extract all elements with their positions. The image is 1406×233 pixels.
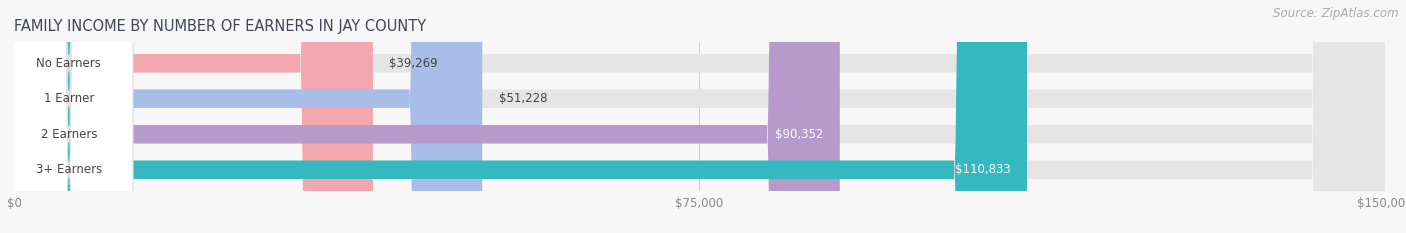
Text: No Earners: No Earners xyxy=(37,57,101,70)
Text: $110,833: $110,833 xyxy=(955,163,1011,176)
FancyBboxPatch shape xyxy=(14,0,1026,233)
Text: Source: ZipAtlas.com: Source: ZipAtlas.com xyxy=(1274,7,1399,20)
Text: 3+ Earners: 3+ Earners xyxy=(35,163,103,176)
FancyBboxPatch shape xyxy=(14,0,1385,233)
FancyBboxPatch shape xyxy=(14,0,1385,233)
FancyBboxPatch shape xyxy=(4,0,134,233)
FancyBboxPatch shape xyxy=(4,0,134,233)
Text: $51,228: $51,228 xyxy=(499,92,547,105)
Text: $39,269: $39,269 xyxy=(389,57,439,70)
Text: 1 Earner: 1 Earner xyxy=(44,92,94,105)
FancyBboxPatch shape xyxy=(14,0,839,233)
FancyBboxPatch shape xyxy=(4,0,134,233)
Text: $90,352: $90,352 xyxy=(775,128,824,141)
FancyBboxPatch shape xyxy=(14,0,1385,233)
FancyBboxPatch shape xyxy=(4,0,134,233)
Text: 2 Earners: 2 Earners xyxy=(41,128,97,141)
FancyBboxPatch shape xyxy=(14,0,1385,233)
Text: FAMILY INCOME BY NUMBER OF EARNERS IN JAY COUNTY: FAMILY INCOME BY NUMBER OF EARNERS IN JA… xyxy=(14,19,426,34)
FancyBboxPatch shape xyxy=(14,0,373,233)
FancyBboxPatch shape xyxy=(14,0,482,233)
